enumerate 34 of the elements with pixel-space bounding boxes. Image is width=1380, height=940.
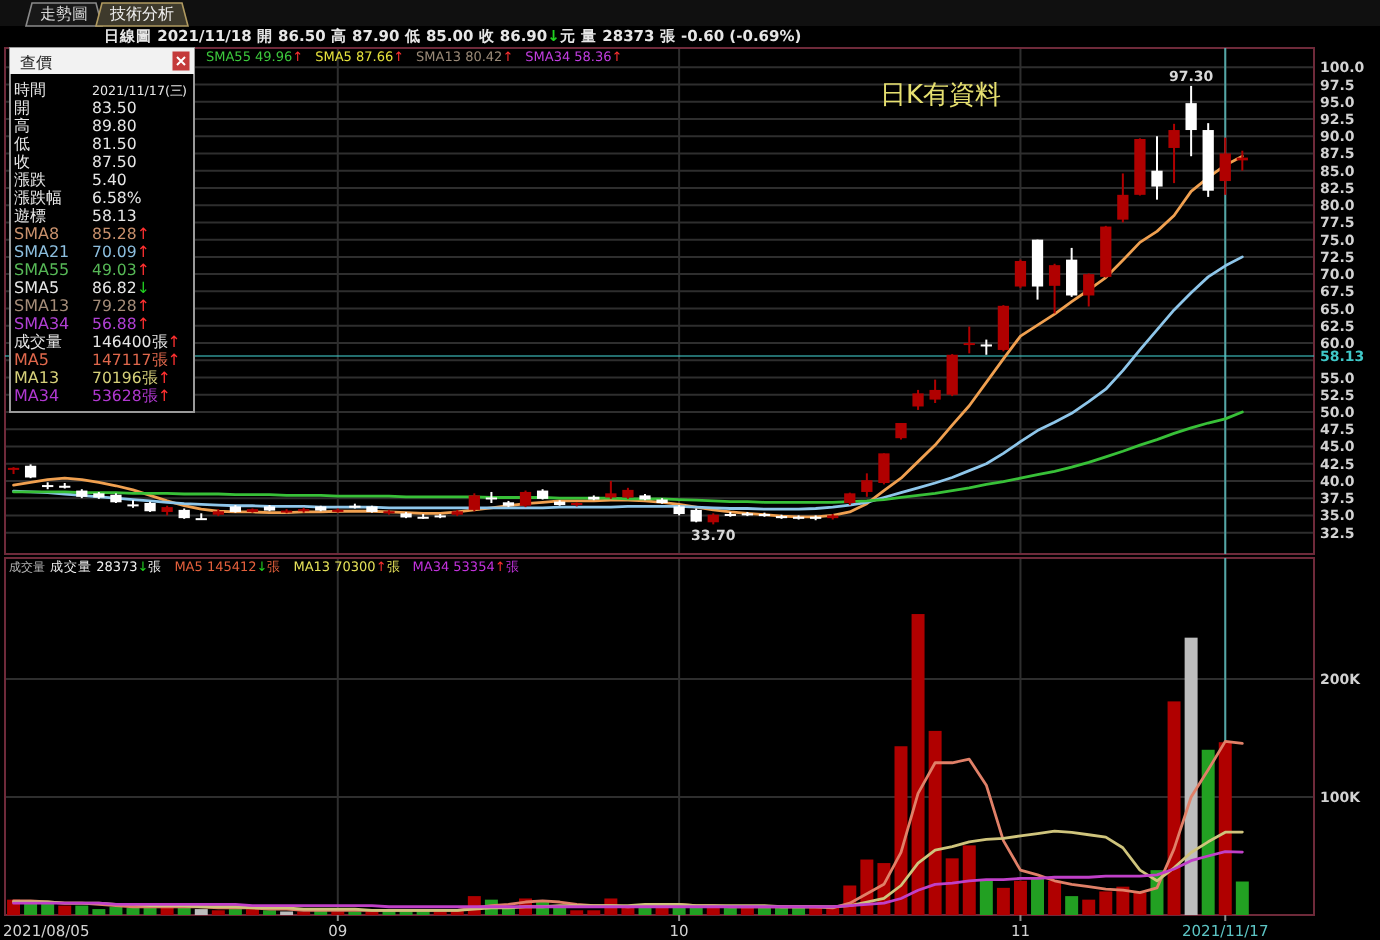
bar: [928, 730, 942, 915]
bar: [1201, 749, 1215, 915]
bar: [723, 907, 737, 915]
line-series: [12, 850, 1244, 909]
bar: [1013, 880, 1027, 915]
bar: [1133, 892, 1147, 915]
bar: [1235, 881, 1249, 915]
annotation: 日K有資料: [880, 81, 1002, 111]
text: 技術分析: [108, 5, 174, 23]
bar: [228, 909, 242, 915]
bar: [92, 909, 106, 915]
bar: [1167, 701, 1181, 915]
bar: [945, 858, 959, 915]
bar: [58, 905, 72, 915]
bar: [1184, 637, 1198, 915]
bar: [962, 845, 976, 915]
bar: [194, 909, 208, 915]
text: 走勢圖: [40, 5, 88, 23]
bar: [126, 907, 140, 915]
bar: [75, 905, 89, 915]
bar: [911, 614, 925, 915]
bar: [1048, 880, 1062, 915]
bar: [996, 887, 1010, 915]
bar: [245, 909, 259, 915]
bar: [1099, 891, 1113, 915]
bar: [1065, 896, 1079, 915]
text: 查價: [20, 54, 52, 72]
bar: [979, 879, 993, 915]
bar: [109, 906, 123, 915]
bar: [809, 907, 823, 915]
bar: [1082, 899, 1096, 915]
bar: [1218, 742, 1232, 915]
bar: [1116, 886, 1130, 915]
bar: [1031, 878, 1045, 915]
